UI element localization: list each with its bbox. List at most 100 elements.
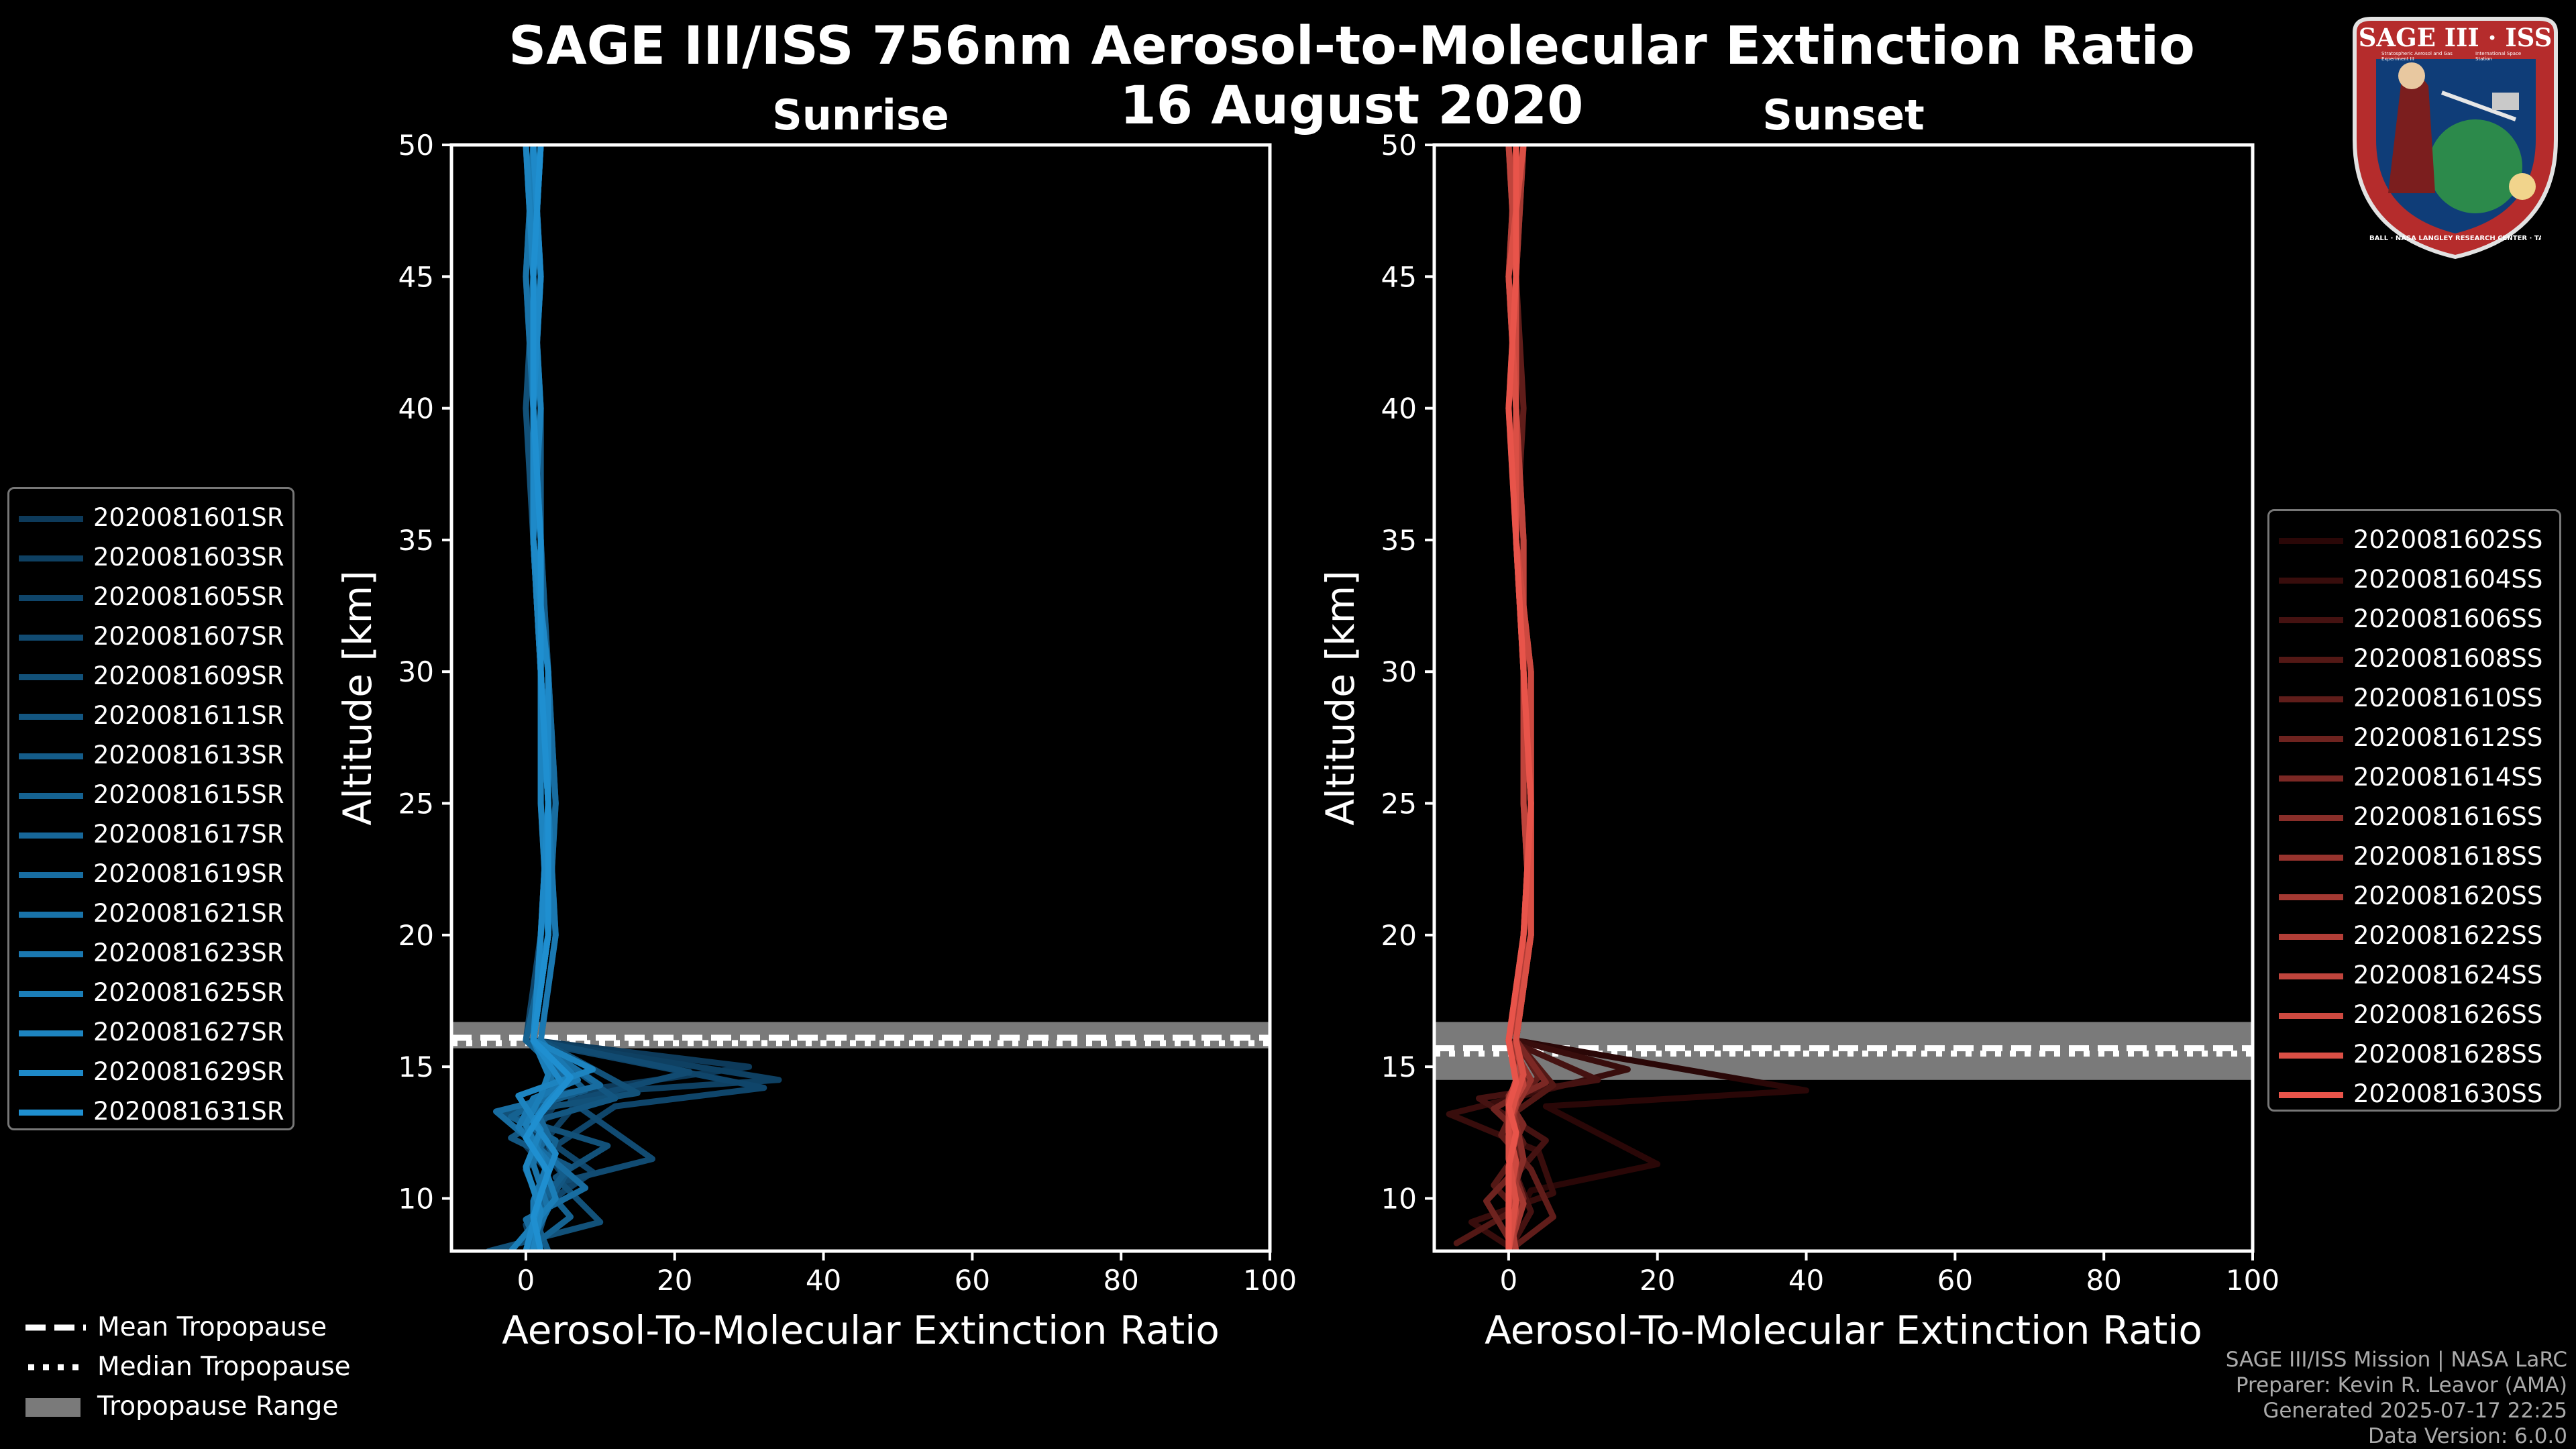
sunset-legend-swatch: [2279, 736, 2343, 742]
sunset-legend-swatch: [2279, 657, 2343, 663]
sunset-ytick-label: 50: [1381, 129, 1417, 162]
sunset-ytick-label: 35: [1381, 524, 1417, 557]
sunrise-legend-swatch: [19, 595, 83, 601]
sunrise-legend-item: 2020081623SR: [9, 934, 292, 973]
sunrise-ytick-label: 40: [398, 392, 434, 425]
mean-tropopause-label: Mean Tropopause: [97, 1312, 327, 1342]
sunrise-ytick-label: 50: [398, 129, 434, 162]
logo-subtitle-2: International Space Station: [2475, 51, 2522, 62]
sunrise-legend-swatch: [19, 872, 83, 878]
sunrise-legend-label: 2020081629SR: [93, 1057, 284, 1086]
sunrise-series-group: [486, 145, 782, 1251]
sunset-xtick-label: 40: [1788, 1264, 1824, 1297]
mean-tropopause-legend-item: Mean Tropopause: [20, 1308, 369, 1347]
logo-ring-text: BALL · NASA LANGLEY RESEARCH CENTER · TA…: [2369, 235, 2541, 242]
sunset-legend: 2020081602SS 2020081604SS 2020081606SS 2020…: [2267, 509, 2561, 1112]
sunset-ytick-label: 40: [1381, 392, 1417, 425]
sunset-ytick-label: 20: [1381, 919, 1417, 952]
sunrise-legend-label: 2020081601SR: [93, 503, 284, 532]
dotted-line-swatch: [28, 1364, 86, 1371]
sunrise-legend-item: 2020081617SR: [9, 815, 292, 854]
sunset-legend-swatch: [2279, 894, 2343, 900]
credit-mission: SAGE III/ISS Mission | NASA LaRC: [2225, 1348, 2567, 1372]
range-swatch: [25, 1398, 80, 1417]
sunrise-legend-item: 2020081603SR: [9, 538, 292, 577]
sunrise-xtick-label: 20: [657, 1264, 692, 1297]
sunset-legend-item: 2020081612SS: [2269, 718, 2559, 757]
sunset-series-group: [1446, 145, 1809, 1251]
sunset-legend-item: 2020081626SS: [2269, 996, 2559, 1034]
sunset-legend-label: 2020081630SS: [2353, 1079, 2543, 1108]
sunset-legend-label: 2020081606SS: [2353, 604, 2543, 633]
sunrise-legend-item: 2020081615SR: [9, 775, 292, 814]
sunset-xtick-label: 100: [2226, 1264, 2279, 1297]
sunrise-legend-label: 2020081615SR: [93, 780, 284, 809]
sunset-legend-item: 2020081630SS: [2269, 1075, 2559, 1114]
sunrise-legend-label: 2020081603SR: [93, 543, 284, 572]
sunrise-legend-item: 2020081607SR: [9, 617, 292, 656]
sunset-legend-item: 2020081616SS: [2269, 798, 2559, 837]
sunset-xtick-label: 80: [2086, 1264, 2121, 1297]
sunrise-legend-label: 2020081609SR: [93, 661, 284, 690]
chart-title-line2: 16 August 2020: [1120, 76, 1584, 136]
sunset-legend-label: 2020081618SS: [2353, 842, 2543, 871]
sunset-legend-item: 2020081614SS: [2269, 758, 2559, 797]
sunset-legend-swatch: [2279, 775, 2343, 782]
sunrise-legend-item: 2020081613SR: [9, 736, 292, 775]
sunrise-legend-swatch: [19, 516, 83, 522]
sunset-legend-item: 2020081604SS: [2269, 560, 2559, 599]
sunrise-ytick-label: 45: [398, 260, 434, 293]
credit-preparer: Preparer: Kevin R. Leavor (AMA): [2235, 1373, 2567, 1397]
credit-generated: Generated 2025-07-17 22:25: [2263, 1399, 2567, 1423]
sunset-ytick-label: 10: [1381, 1182, 1417, 1215]
sunrise-legend-swatch: [19, 674, 83, 680]
sunrise-legend-swatch: [19, 635, 83, 641]
sunset-legend-swatch: [2279, 934, 2343, 940]
sunrise-legend-item: 2020081619SR: [9, 855, 292, 894]
sunrise-legend-item: 2020081627SR: [9, 1013, 292, 1052]
sunset-legend-label: 2020081602SS: [2353, 525, 2543, 554]
median-tropopause-label: Median Tropopause: [97, 1352, 351, 1382]
sunrise-series-2020081631SR: [523, 145, 574, 1251]
sunset-legend-label: 2020081608SS: [2353, 644, 2543, 673]
sunset-legend-label: 2020081604SS: [2353, 565, 2543, 594]
sunrise-legend-label: 2020081605SR: [93, 582, 284, 611]
sunset-legend-item: 2020081628SS: [2269, 1035, 2559, 1074]
tropopause-range-label: Tropopause Range: [97, 1391, 339, 1421]
sunrise-legend-swatch: [19, 714, 83, 720]
sunset-legend-item: 2020081618SS: [2269, 837, 2559, 876]
sunrise-legend-item: 2020081605SR: [9, 578, 292, 616]
sunrise-xtick-label: 100: [1243, 1264, 1297, 1297]
sunrise-legend: 2020081601SR 2020081603SR 2020081605SR 2020…: [7, 487, 294, 1130]
sunset-legend-item: 2020081624SS: [2269, 956, 2559, 995]
sunset-legend-swatch: [2279, 578, 2343, 584]
sunrise-subplot-title: Sunrise: [772, 91, 949, 140]
sunset-legend-item: 2020081602SS: [2269, 521, 2559, 559]
sunrise-legend-label: 2020081621SR: [93, 899, 284, 928]
sunrise-legend-swatch: [19, 555, 83, 561]
sunrise-x-axis-label: Aerosol-To-Molecular Extinction Ratio: [502, 1307, 1220, 1353]
sunrise-ytick-label: 20: [398, 919, 434, 952]
sunset-legend-label: 2020081628SS: [2353, 1040, 2543, 1069]
sunrise-legend-swatch: [19, 912, 83, 918]
sunrise-legend-item: 2020081629SR: [9, 1053, 292, 1091]
sunset-legend-swatch: [2279, 855, 2343, 861]
sunrise-legend-label: 2020081631SR: [93, 1097, 284, 1126]
sunrise-legend-label: 2020081607SR: [93, 622, 284, 651]
sunrise-legend-swatch: [19, 1070, 83, 1076]
sunrise-xtick-label: 40: [806, 1264, 841, 1297]
sunset-y-axis-label: Altitude [km]: [1318, 570, 1363, 825]
sunrise-legend-swatch: [19, 753, 83, 759]
sunset-legend-label: 2020081620SS: [2353, 881, 2543, 910]
chart-title-line1: SAGE III/ISS 756nm Aerosol-to-Molecular …: [508, 16, 2195, 76]
sunrise-legend-swatch: [19, 1030, 83, 1036]
sunrise-xtick-label: 0: [517, 1264, 535, 1297]
sunrise-legend-item: 2020081609SR: [9, 657, 292, 696]
sunset-ytick-label: 45: [1381, 260, 1417, 293]
sunset-ytick-label: 15: [1381, 1051, 1417, 1083]
sunrise-legend-label: 2020081619SR: [93, 859, 284, 888]
sunrise-ytick-label: 30: [398, 655, 434, 688]
sunrise-legend-label: 2020081627SR: [93, 1018, 284, 1046]
logo-subtitle-1: Stratospheric Aerosol and Gas Experiment…: [2381, 51, 2453, 62]
sunrise-ytick-label: 35: [398, 524, 434, 557]
